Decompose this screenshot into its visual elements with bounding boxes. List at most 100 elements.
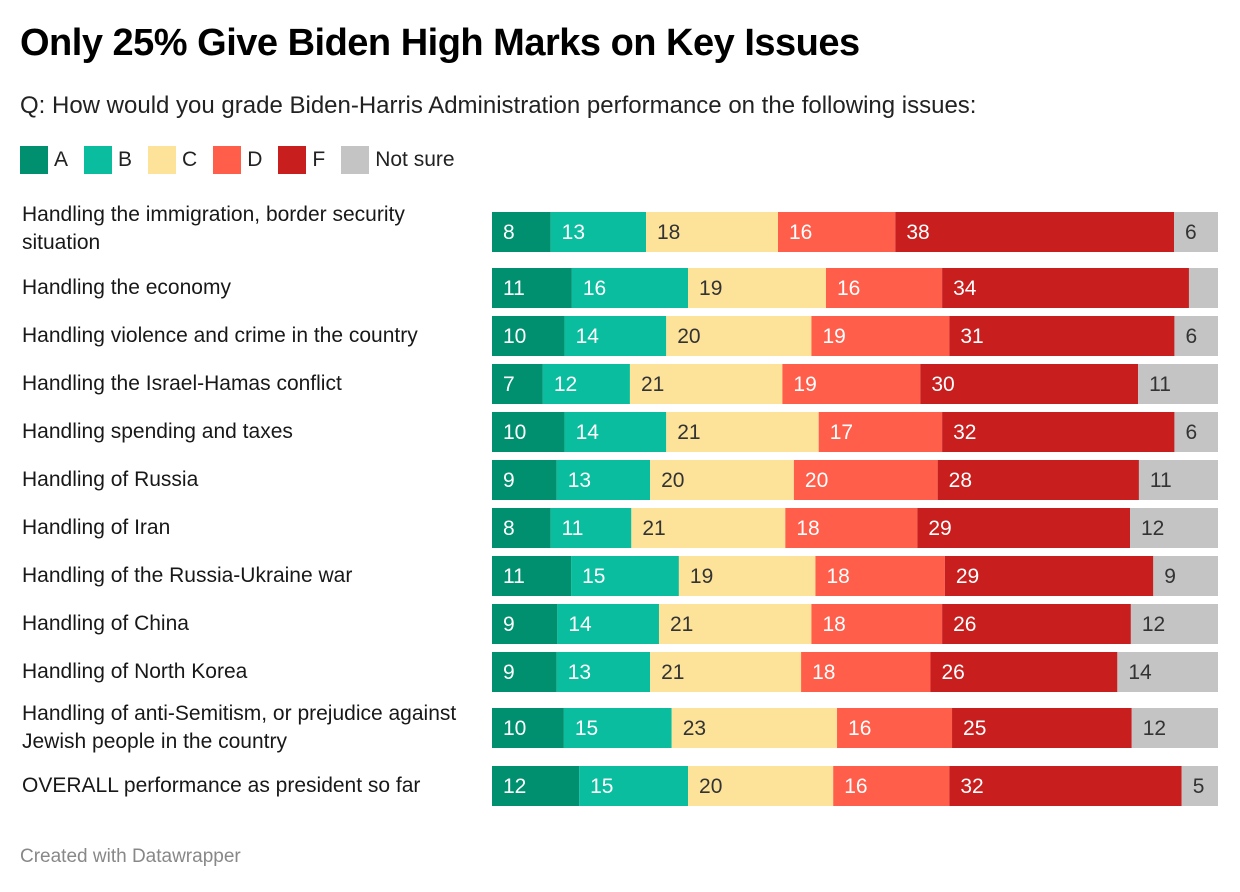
data-label: 15 [590, 775, 613, 798]
legend-swatch-d [213, 146, 242, 174]
bar-segment-d [782, 364, 921, 404]
data-label: 12 [1143, 717, 1166, 740]
data-label: 21 [677, 421, 700, 444]
data-label: 32 [953, 421, 976, 444]
data-label: 18 [657, 221, 680, 244]
data-label: 6 [1185, 325, 1197, 348]
bar-segment-d [811, 604, 943, 644]
bar-row: 9 13 20 20 28 11 [492, 460, 1218, 500]
legend-swatch-c [148, 146, 177, 174]
bar-segment-d [833, 766, 950, 806]
legend-label-d: D [247, 148, 263, 171]
bar-segment-d [778, 212, 896, 252]
bar-segment-b [550, 212, 646, 252]
bar-segment-b [550, 508, 632, 548]
chart-title: Only 25% Give Biden High Marks on Key Is… [20, 22, 860, 64]
data-label: 20 [661, 469, 684, 492]
legend-item-b: B [84, 146, 132, 174]
data-label: 12 [554, 373, 577, 396]
bar-segment-a [492, 556, 572, 596]
bar-segment-d [811, 316, 950, 356]
bar-segment-not-sure [1117, 652, 1218, 692]
bar-segment-a [492, 364, 543, 404]
bar-segment-b [571, 556, 679, 596]
data-label: 16 [583, 277, 606, 300]
bar-segment-b [563, 708, 672, 748]
bar-segment-c [631, 508, 786, 548]
bar-segment-f [949, 316, 1175, 356]
row-label: Handling violence and crime in the count… [22, 324, 418, 347]
legend-item-a: A [20, 146, 68, 174]
bar-segment-c [650, 652, 802, 692]
data-label: 9 [503, 613, 515, 636]
bar-segment-a [492, 766, 580, 806]
data-label: 11 [562, 517, 584, 540]
data-label: 19 [690, 565, 713, 588]
data-label: 10 [503, 421, 526, 444]
row-label: Handling of the Russia-Ukraine war [22, 564, 353, 587]
bar-segment-b [564, 316, 667, 356]
data-label: 14 [576, 421, 600, 444]
legend-item-not-sure: Not sure [341, 146, 455, 174]
data-label: 15 [582, 565, 605, 588]
bar-row: 10 14 20 19 31 6 [492, 316, 1218, 356]
bar-segment-f [937, 460, 1139, 500]
bar-segment-b [557, 604, 659, 644]
data-label: 38 [906, 221, 929, 244]
data-label: 30 [931, 373, 954, 396]
data-label: 14 [576, 325, 600, 348]
bar-segment-c [671, 708, 838, 748]
bar-row: 9 13 21 18 26 14 [492, 652, 1218, 692]
bar-segment-c [688, 268, 826, 308]
legend-swatch-not-sure [341, 146, 370, 174]
row-label: Handling of Iran [22, 516, 171, 539]
data-label: 29 [956, 565, 979, 588]
bar-segment-not-sure [1153, 556, 1218, 596]
legend: A B C D F Not sure [20, 146, 471, 174]
data-label: 18 [822, 613, 845, 636]
footer-credit: Created with Datawrapper [20, 846, 241, 867]
bar-segment-c [688, 766, 834, 806]
bar-segment-not-sure [1131, 708, 1218, 748]
data-label: 18 [826, 565, 849, 588]
legend-item-d: D [213, 146, 262, 174]
data-label: 9 [503, 469, 515, 492]
data-label: 29 [928, 517, 951, 540]
bar-segment-not-sure [1188, 268, 1218, 308]
legend-label-b: B [118, 148, 133, 171]
data-label: 7 [503, 373, 515, 396]
bar-segment-c [629, 364, 783, 404]
chart-subtitle: Q: How would you grade Biden-Harris Admi… [20, 92, 977, 119]
bar-row: 9 14 21 18 26 12 [492, 604, 1218, 644]
bar-row: 12 15 20 16 32 5 [492, 766, 1218, 806]
data-label: 12 [1141, 517, 1164, 540]
row-label: Handling of China [22, 612, 189, 635]
bar-segment-a [492, 212, 551, 252]
data-label: 12 [503, 775, 526, 798]
data-label: 31 [960, 325, 983, 348]
data-label: 11 [1150, 469, 1172, 492]
data-label: 10 [503, 325, 526, 348]
bar-row: 10 15 23 16 25 12 [492, 708, 1218, 748]
data-label: 12 [1142, 613, 1165, 636]
data-label: 13 [562, 221, 585, 244]
row-label: Handling the economy [22, 276, 231, 299]
bar-segment-d [785, 508, 918, 548]
data-label: 11 [503, 277, 525, 300]
bar-segment-f [895, 212, 1174, 252]
bar-segment-f [952, 708, 1132, 748]
bar-segment-c [658, 604, 812, 644]
data-label: 11 [1149, 373, 1171, 396]
bar-segment-f [942, 604, 1131, 644]
bar-segment-not-sure [1181, 766, 1218, 806]
bar-row: 11 15 19 18 29 9 [492, 556, 1218, 596]
bar-segment-d [825, 268, 943, 308]
bar-segment-f [942, 412, 1175, 452]
bar-segment-c [650, 460, 794, 500]
bar-segment-a [492, 604, 558, 644]
bar-row: 8 13 18 16 38 6 [492, 212, 1218, 252]
data-label: 8 [503, 221, 515, 244]
data-label: 23 [683, 717, 706, 740]
data-label: 6 [1185, 221, 1197, 244]
bar-segment-f [917, 508, 1130, 548]
